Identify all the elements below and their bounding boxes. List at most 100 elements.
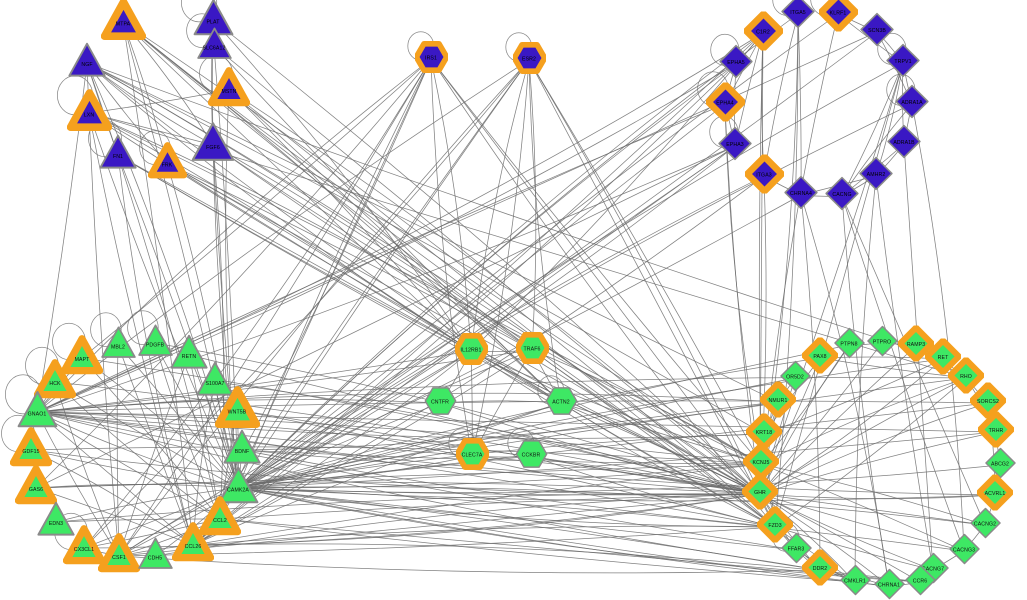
- edge: [88, 112, 120, 557]
- graph-node-epha5[interactable]: EPHA5: [718, 44, 754, 85]
- graph-node-ccr6[interactable]: CCR6: [904, 564, 937, 599]
- edge: [760, 344, 850, 465]
- edge: [560, 402, 762, 465]
- edge: [81, 357, 221, 520]
- graph-node-traf6[interactable]: TRAF6: [514, 331, 550, 367]
- edge: [214, 381, 761, 495]
- edge: [237, 402, 989, 489]
- edge: [528, 59, 761, 495]
- graph-node-fgf6[interactable]: FGF6: [189, 121, 237, 169]
- edge: [760, 377, 967, 465]
- edge: [841, 62, 904, 197]
- edge: [117, 154, 761, 495]
- edge: [237, 357, 821, 489]
- triangle-green-icon: [15, 387, 60, 437]
- edge: [528, 59, 762, 465]
- graph-node-actn2[interactable]: ACTN2: [545, 386, 578, 420]
- triangle-green-icon: [35, 499, 77, 546]
- graph-node-slc6a12[interactable]: SLC6A12: [195, 27, 234, 66]
- edge: [760, 463, 986, 526]
- graph-node-chrna1[interactable]: CHRNA1: [873, 568, 906, 600]
- edge: [471, 59, 530, 457]
- graph-node-mbl2[interactable]: MBL2: [99, 326, 138, 365]
- edge: [237, 13, 839, 489]
- graph-node-ngf[interactable]: NGF: [66, 42, 108, 84]
- graph-node-ptpro[interactable]: PTPRO: [866, 324, 899, 362]
- diamond-green-icon: [801, 336, 839, 379]
- triangle-green-icon: [136, 321, 175, 365]
- edge: [800, 194, 821, 571]
- graph-node-cdh5[interactable]: CDH5: [136, 537, 175, 576]
- graph-node-cckbr[interactable]: CCKBR: [515, 439, 548, 473]
- edge: [531, 349, 776, 528]
- graph-node-clec7a[interactable]: CLEC7A: [454, 437, 490, 473]
- edge: [854, 175, 877, 583]
- graph-node-cacng[interactable]: CACNG: [824, 176, 860, 217]
- edge: [54, 381, 761, 495]
- graph-node-fn1[interactable]: FN1: [97, 134, 139, 176]
- graph-node-ddr2[interactable]: DDR2: [801, 548, 839, 588]
- graph-node-cmklr1[interactable]: CMKLR1: [839, 564, 872, 599]
- hexagon-green-icon: [453, 332, 489, 370]
- edge: [36, 392, 779, 413]
- diamond-purple-icon: [783, 175, 819, 216]
- edge: [430, 58, 761, 495]
- edge: [55, 487, 239, 523]
- edge: [470, 32, 764, 352]
- graph-node-cacng3[interactable]: CACNG3: [948, 533, 981, 568]
- graph-node-amhr2[interactable]: AMHR2: [858, 156, 894, 194]
- edge: [759, 493, 996, 500]
- graph-node-lxn[interactable]: LXN: [66, 88, 112, 138]
- diamond-green-icon: [866, 324, 899, 362]
- edge: [237, 377, 796, 489]
- diamond-purple-icon: [885, 43, 921, 84]
- graph-node-mstn[interactable]: MSTN: [207, 67, 251, 111]
- graph-node-chrna4[interactable]: CHRNA4: [783, 175, 819, 216]
- edge: [759, 493, 890, 587]
- diamond-purple-icon: [824, 176, 860, 217]
- triangle-green-icon: [99, 323, 138, 367]
- diamond-purple-icon: [717, 126, 753, 167]
- edge: [36, 411, 776, 528]
- graph-node-itga3[interactable]: ITGA3: [743, 153, 785, 196]
- edge: [237, 350, 472, 489]
- graph-node-trhr[interactable]: TRHR: [977, 410, 1015, 450]
- graph-node-klrf1[interactable]: KLRF1: [817, 0, 859, 34]
- edge: [774, 377, 967, 528]
- edge: [759, 493, 856, 583]
- graph-node-frk[interactable]: FRK: [147, 141, 187, 183]
- hexagon-purple-icon: [511, 41, 547, 79]
- hexagon-green-icon: [424, 384, 457, 422]
- graph-node-esr2[interactable]: ESR2: [511, 41, 547, 79]
- graph-node-cntfr[interactable]: CNTFR: [424, 384, 457, 422]
- graph-node-trpv1[interactable]: TRPV1: [885, 43, 921, 84]
- edge: [763, 358, 944, 435]
- edge: [36, 411, 761, 495]
- edge: [225, 89, 239, 489]
- graph-node-epha4[interactable]: EPHA4: [704, 81, 746, 124]
- triangle-purple-icon: [189, 119, 237, 172]
- edge: [36, 400, 989, 413]
- triangle-purple-icon: [66, 88, 112, 138]
- triangle-green-icon: [97, 533, 141, 580]
- edge: [192, 493, 761, 546]
- graph-node-itga5[interactable]: ITGA5: [780, 0, 816, 32]
- edge: [560, 402, 761, 495]
- edge: [759, 493, 965, 552]
- graph-node-ccl26[interactable]: CCL26: [171, 522, 215, 566]
- graph-node-csf1[interactable]: CSF1: [97, 533, 141, 580]
- edge: [237, 344, 850, 489]
- edge: [759, 431, 997, 495]
- diamond-purple-icon: [718, 44, 754, 85]
- graph-node-il12rb1[interactable]: IL12RB1: [453, 332, 489, 370]
- edge: [237, 358, 944, 489]
- edge: [911, 103, 965, 552]
- edge: [212, 144, 761, 495]
- graph-node-mtpa[interactable]: MTPA: [100, 0, 146, 45]
- edge: [30, 449, 239, 489]
- graph-node-adra1a[interactable]: ADRA1A: [894, 84, 930, 122]
- edge: [470, 59, 530, 352]
- graph-node-irs1[interactable]: IRS1: [413, 40, 449, 76]
- edge: [55, 493, 761, 523]
- triangle-green-icon: [214, 385, 260, 435]
